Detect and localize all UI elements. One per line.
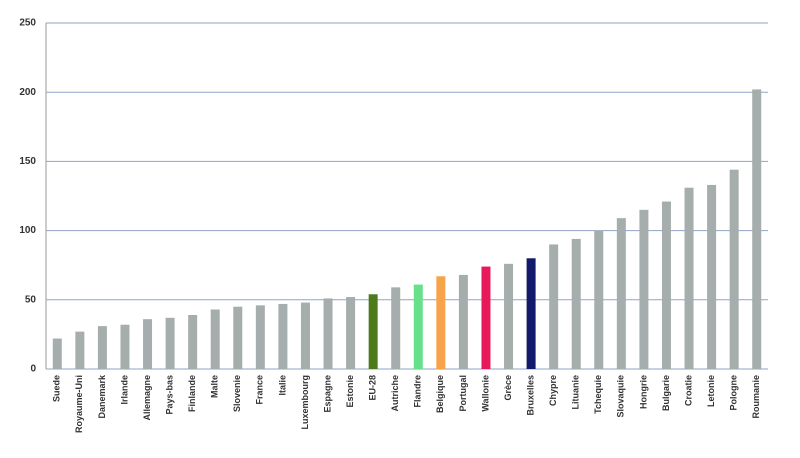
y-tick-label: 150 (19, 156, 36, 167)
bar (707, 184, 717, 369)
x-tick-label: EU-28 (368, 375, 378, 401)
x-tick-label: Autriche (390, 375, 400, 412)
y-tick-label: 50 (25, 294, 37, 305)
bar (752, 89, 762, 369)
bar (481, 266, 491, 369)
x-tick-label: Belgique (435, 375, 445, 413)
x-tick-label: Bulgarie (661, 375, 671, 411)
bar (278, 303, 288, 369)
x-tick-label: Slovenie (232, 375, 242, 412)
x-tick-label: Lituanie (571, 375, 581, 410)
x-tick-label: Flandre (413, 375, 423, 408)
x-tick-label: Luxembourg (300, 375, 310, 430)
x-tick-label: Wallonie (480, 375, 490, 412)
x-tick-label: Danemark (97, 374, 107, 419)
x-tick-label: Letonie (706, 375, 716, 407)
x-tick-label: Hongrie (638, 375, 648, 409)
x-tick-label: Estonie (345, 375, 355, 408)
bar (75, 331, 85, 369)
x-tick-label: Malte (210, 375, 220, 398)
bar (323, 298, 333, 369)
x-tick-label: Portugal (458, 375, 468, 412)
bar (391, 287, 401, 369)
x-tick-label: Slovaquie (616, 375, 626, 418)
x-tick-label: Espagne (322, 375, 332, 413)
y-tick-label: 250 (19, 18, 36, 29)
x-tick-label: Tchequie (593, 375, 603, 414)
bar (52, 338, 62, 369)
x-tick-label: Finlande (187, 375, 197, 412)
bar (594, 230, 604, 369)
x-tick-label: Irlande (119, 375, 129, 405)
x-tick-label: Pays-bas (164, 375, 174, 415)
bar (346, 297, 356, 369)
bar (684, 187, 694, 369)
x-tick-label: Bruxelles (525, 375, 535, 416)
bar (661, 201, 671, 369)
bar (97, 326, 107, 369)
bar (458, 274, 468, 369)
x-tick-label: Grèce (503, 375, 513, 401)
bar (639, 209, 649, 369)
bar (571, 238, 581, 369)
bar (504, 263, 514, 369)
bar (368, 294, 378, 369)
bar (526, 258, 536, 369)
y-tick-label: 200 (19, 87, 36, 98)
bar (120, 324, 130, 369)
bar (143, 319, 153, 369)
bar (210, 309, 220, 369)
bar (436, 276, 446, 369)
x-tick-label: Chypre (548, 375, 558, 406)
y-tick-label: 100 (19, 225, 36, 236)
bar (616, 218, 626, 369)
bar (255, 305, 265, 369)
x-tick-label: Italie (277, 375, 287, 396)
x-tick-label: Croatie (683, 375, 693, 406)
x-tick-label: Suede (52, 375, 62, 402)
bar (729, 169, 739, 369)
bar (165, 317, 175, 369)
x-tick-label: Allemagne (142, 375, 152, 421)
bar (413, 284, 423, 369)
bar (188, 315, 198, 369)
y-tick-label: 0 (30, 364, 36, 375)
x-tick-label: France (255, 375, 265, 405)
bar (233, 306, 243, 369)
x-tick-label: Roumanie (751, 375, 761, 419)
x-tick-label: Pologne (729, 375, 739, 411)
bar (300, 302, 310, 369)
x-tick-label: Royaume-Uni (74, 375, 84, 433)
bar (549, 244, 559, 369)
